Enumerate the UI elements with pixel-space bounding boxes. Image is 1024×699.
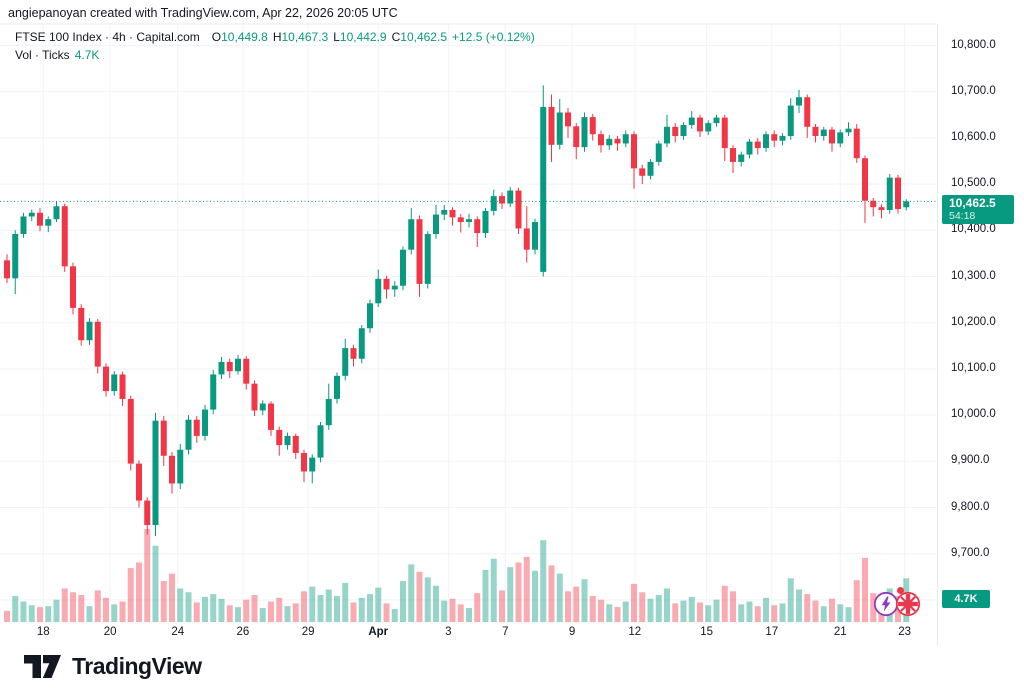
price-axis-label: 10,100.0 [951, 361, 996, 374]
time-axis-label: 20 [103, 626, 117, 638]
price-axis-label: 10,700.0 [951, 84, 996, 97]
vertical-gridlines [42, 24, 906, 622]
current-volume-badge: 4.7K [942, 590, 990, 608]
volume-legend-row: Vol · Ticks 4.7K [15, 47, 535, 64]
chart-legend: FTSE 100 Index · 4h · Capital.com O10,44… [15, 29, 535, 64]
time-axis-label: 29 [301, 626, 315, 638]
time-axis-label: 21 [833, 626, 847, 638]
time-axis-label: 12 [628, 626, 642, 638]
candles-series [4, 85, 910, 537]
volume-series [4, 529, 910, 622]
time-axis-label: 23 [898, 626, 911, 638]
time-axis-label: 17 [765, 626, 779, 638]
bar-countdown: 54:18 [949, 210, 976, 222]
tradingview-logo-icon[interactable] [24, 654, 62, 679]
price-axis-label: 9,700.0 [951, 546, 990, 559]
horizontal-gridlines [0, 45, 937, 601]
price-axis-label: 10,200.0 [951, 315, 996, 328]
price-axis-label: 9,900.0 [951, 454, 990, 467]
chart-canvas[interactable]: FTSE 100 Index · 4h · Capital.com O10,44… [0, 0, 1024, 648]
ohlc-high: H10,467.3 [272, 30, 329, 44]
tradingview-wordmark[interactable]: TradingView [72, 653, 202, 679]
time-axis[interactable]: 18 20 24 26 29 Apr 3 7 9 12 15 17 21 23 [0, 623, 938, 645]
price-axis[interactable]: 10,800.0 10,700.0 10,600.0 10,500.0 10,400.0… [938, 0, 1024, 648]
time-axis-label: 9 [568, 626, 576, 638]
volume-study-title: Vol · Ticks [15, 48, 70, 62]
symbol-title: FTSE 100 Index · 4h · Capital.com [15, 30, 200, 44]
current-price-value: 10,462.5 [949, 196, 996, 210]
symbol-legend-row: FTSE 100 Index · 4h · Capital.com O10,44… [15, 29, 535, 46]
volume-study-value: 4.7K [74, 48, 100, 62]
time-axis-label: 18 [36, 626, 50, 638]
price-axis-label: 10,400.0 [951, 223, 996, 236]
snapshot-attribution: angiepanoyan created with TradingView.co… [8, 6, 398, 20]
time-axis-label: 3 [445, 626, 452, 638]
price-axis-label: 10,000.0 [951, 408, 996, 421]
time-axis-label: 24 [171, 626, 185, 638]
price-axis-label: 10,500.0 [951, 177, 996, 190]
ohlc-low: L10,442.9 [333, 30, 387, 44]
event-alert-dot [897, 587, 904, 594]
time-axis-label: 15 [700, 626, 713, 638]
change-value: +12.5 (+0.12%) [452, 30, 535, 44]
candlestick-chart [0, 23, 938, 645]
footer-bar: TradingView [24, 653, 202, 680]
time-axis-label: 26 [236, 626, 250, 638]
price-axis-label: 9,800.0 [951, 500, 990, 513]
uk-economic-event-icon[interactable] [895, 591, 921, 617]
price-axis-label: 10,600.0 [951, 130, 996, 143]
current-price-badge: 10,462.5 54:18 [942, 195, 1014, 224]
lightning-icon [881, 596, 891, 612]
event-markers [873, 587, 925, 619]
ohlc-open: O10,449.8 [211, 30, 268, 44]
ohlc-close: C10,462.5 [391, 30, 447, 44]
price-axis-label: 10,800.0 [951, 38, 996, 51]
time-axis-label: Apr [368, 626, 389, 638]
price-axis-label: 10,300.0 [951, 269, 996, 282]
time-axis-label: 7 [502, 626, 509, 638]
